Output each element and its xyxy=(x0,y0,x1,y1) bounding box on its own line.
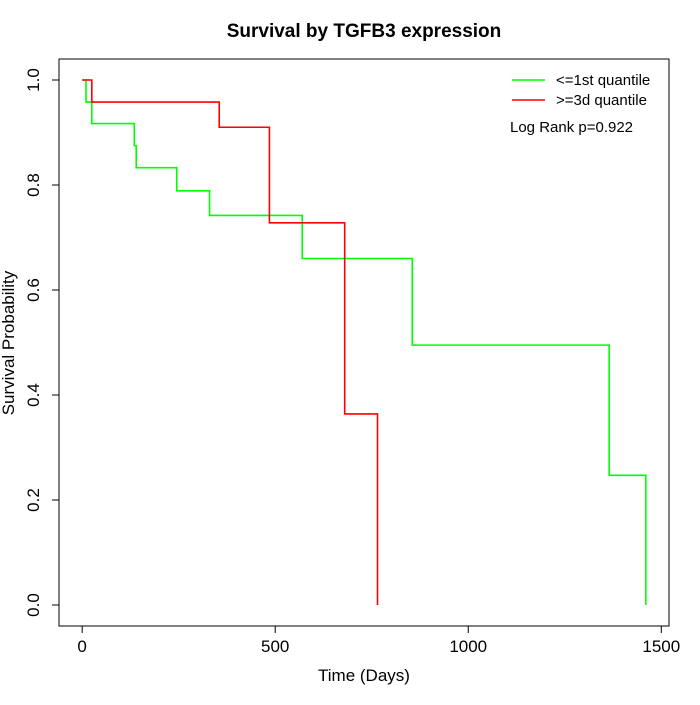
y-tick-label: 0.2 xyxy=(24,488,43,512)
x-tick-label: 1500 xyxy=(642,637,680,656)
x-tick-label: 0 xyxy=(77,637,86,656)
y-tick-label: 0.8 xyxy=(24,173,43,197)
log-rank-annotation: Log Rank p=0.922 xyxy=(510,119,633,136)
y-tick-label: 1.0 xyxy=(24,68,43,92)
y-axis-label: Survival Probability xyxy=(0,270,18,415)
y-tick-label: 0.6 xyxy=(24,278,43,302)
y-tick-label: 0.4 xyxy=(24,383,43,407)
x-tick-label: 500 xyxy=(261,637,289,656)
survival-curve-1 xyxy=(82,79,647,605)
legend-label: <=1st quantile xyxy=(556,72,650,89)
x-tick-label: 1000 xyxy=(449,637,487,656)
legend: <=1st quantile >=3d quantile xyxy=(512,72,650,109)
series-layer xyxy=(82,79,647,605)
chart-title: Survival by TGFB3 expression xyxy=(227,21,502,42)
legend-label: >=3d quantile xyxy=(556,92,647,109)
y-tick-label: 0.0 xyxy=(24,593,43,617)
x-axis-label: Time (Days) xyxy=(318,666,410,685)
survival-curve-2 xyxy=(82,79,379,605)
x-axis: 0 500 1000 1500 xyxy=(77,625,680,656)
plot-frame xyxy=(58,58,670,627)
y-axis: 0.0 0.2 0.4 0.6 0.8 1.0 xyxy=(24,68,60,617)
